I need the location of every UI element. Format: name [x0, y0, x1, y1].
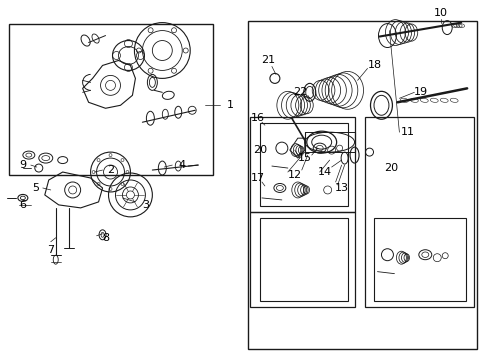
Text: 9: 9	[19, 160, 26, 170]
Text: 8: 8	[102, 233, 109, 243]
Text: 1: 1	[226, 100, 233, 110]
Text: 22: 22	[292, 87, 306, 97]
Text: 15: 15	[297, 153, 311, 163]
Bar	[247, 21, 476, 349]
Bar	[260, 218, 347, 301]
Text: 17: 17	[250, 173, 264, 183]
Bar	[364, 117, 473, 306]
Text: 20: 20	[384, 163, 398, 173]
Text: 3: 3	[142, 200, 148, 210]
Text: 7: 7	[47, 245, 54, 255]
Bar	[249, 212, 354, 306]
Text: 4: 4	[178, 160, 185, 170]
Text: 11: 11	[400, 127, 413, 137]
Text: 18: 18	[366, 60, 381, 71]
Text: 20: 20	[252, 145, 266, 155]
Bar	[260, 123, 347, 206]
Text: 6: 6	[20, 200, 26, 210]
Text: 14: 14	[317, 167, 331, 177]
Bar	[374, 218, 465, 301]
Text: 5: 5	[32, 183, 39, 193]
Text: 2: 2	[107, 165, 114, 175]
Bar	[249, 117, 354, 212]
Bar	[9, 24, 213, 175]
Text: 12: 12	[287, 170, 301, 180]
Text: 16: 16	[250, 113, 264, 123]
Text: 10: 10	[433, 8, 447, 18]
Text: 19: 19	[413, 87, 427, 97]
Text: 13: 13	[334, 183, 348, 193]
Text: 21: 21	[260, 55, 274, 66]
